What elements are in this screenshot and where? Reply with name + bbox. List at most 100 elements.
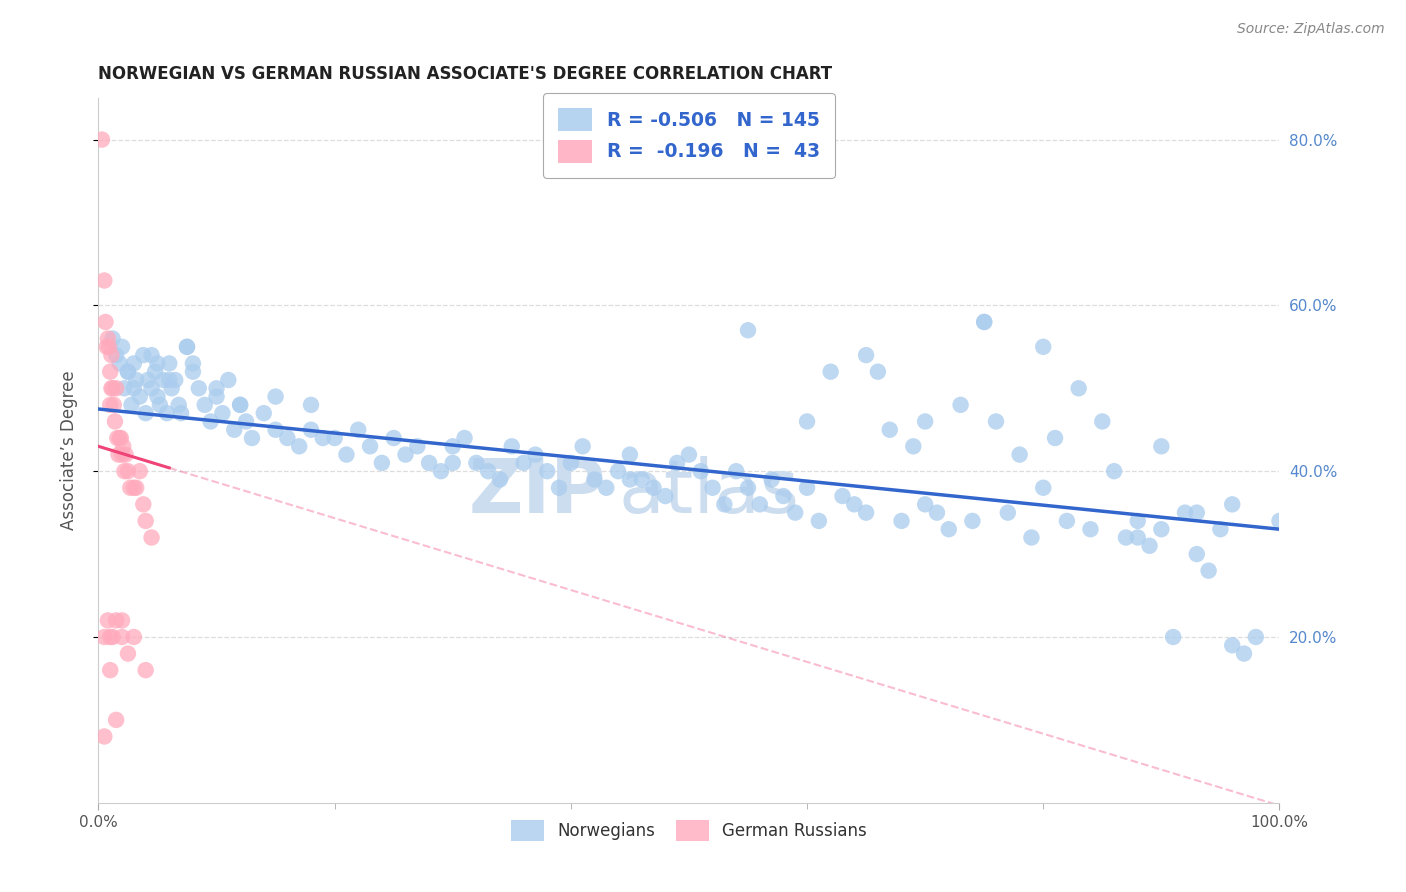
Point [1150,522,1173,536]
Point [98,630,121,644]
Point [903,439,925,453]
Point [1150,439,1173,453]
Point [737,481,759,495]
Point [713,497,735,511]
Point [548,481,571,495]
Point [689,464,711,478]
Point [914,414,936,428]
Point [264,423,287,437]
Point [167,398,190,412]
Point [205,381,228,395]
Text: NORWEGIAN VS GERMAN RUSSIAN ASSOCIATE'S DEGREE CORRELATION CHART: NORWEGIAN VS GERMAN RUSSIAN ASSOCIATE'S … [98,65,832,83]
Point [149,398,172,412]
Point [643,481,665,495]
Point [93,730,115,744]
Point [453,431,475,445]
Point [925,506,948,520]
Point [98,398,121,412]
Point [914,497,936,511]
Point [666,456,689,470]
Point [477,464,499,478]
Point [299,423,322,437]
Point [114,448,136,462]
Point [94,315,117,329]
Point [973,315,995,329]
Text: Source: ZipAtlas.com: Source: ZipAtlas.com [1237,22,1385,37]
Point [146,356,169,370]
Point [855,348,877,362]
Point [105,614,128,628]
Point [117,464,139,478]
Point [630,473,652,487]
Point [820,365,842,379]
Point [1126,531,1149,545]
Point [105,431,128,445]
Point [1244,630,1267,644]
Point [205,390,228,404]
Point [107,448,129,462]
Point [1115,531,1137,545]
Point [93,630,115,644]
Point [253,406,276,420]
Point [619,473,641,487]
Point [117,365,139,379]
Point [104,414,127,428]
Point [217,373,239,387]
Point [128,464,150,478]
Point [152,373,174,387]
Point [176,340,198,354]
Point [187,381,209,395]
Point [1185,506,1208,520]
Point [312,431,335,445]
Point [737,323,759,337]
Point [128,390,150,404]
Point [299,398,322,412]
Point [359,439,381,453]
Point [110,431,132,445]
Point [165,373,187,387]
Point [176,340,198,354]
Point [831,489,853,503]
Point [97,332,120,346]
Point [146,390,169,404]
Point [132,497,155,511]
Point [100,348,122,362]
Point [702,481,724,495]
Point [1185,547,1208,561]
Point [264,390,287,404]
Point [1056,514,1078,528]
Point [103,398,125,412]
Y-axis label: Associate’s Degree: Associate’s Degree [59,371,77,530]
Point [1198,564,1220,578]
Point [105,381,128,395]
Point [98,663,121,677]
Point [112,464,135,478]
Point [1043,431,1066,445]
Point [98,340,121,354]
Point [441,456,464,470]
Point [101,630,124,644]
Point [654,489,676,503]
Point [125,481,148,495]
Point [211,406,233,420]
Point [135,514,157,528]
Point [335,448,357,462]
Point [1220,638,1243,652]
Point [108,431,131,445]
Point [181,365,204,379]
Point [761,473,783,487]
Point [1008,448,1031,462]
Point [524,448,547,462]
Point [394,448,416,462]
Point [949,398,972,412]
Point [890,514,912,528]
Point [796,481,818,495]
Point [224,423,246,437]
Point [1067,381,1090,395]
Point [157,356,180,370]
Point [101,332,124,346]
Point [807,514,830,528]
Point [536,464,558,478]
Point [973,315,995,329]
Point [136,373,159,387]
